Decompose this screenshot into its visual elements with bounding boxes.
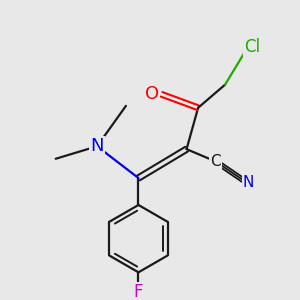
Text: F: F [134, 283, 143, 300]
Text: C: C [210, 154, 221, 169]
Text: N: N [90, 137, 104, 155]
Text: O: O [145, 85, 159, 103]
Text: N: N [242, 175, 254, 190]
Text: Cl: Cl [244, 38, 260, 56]
